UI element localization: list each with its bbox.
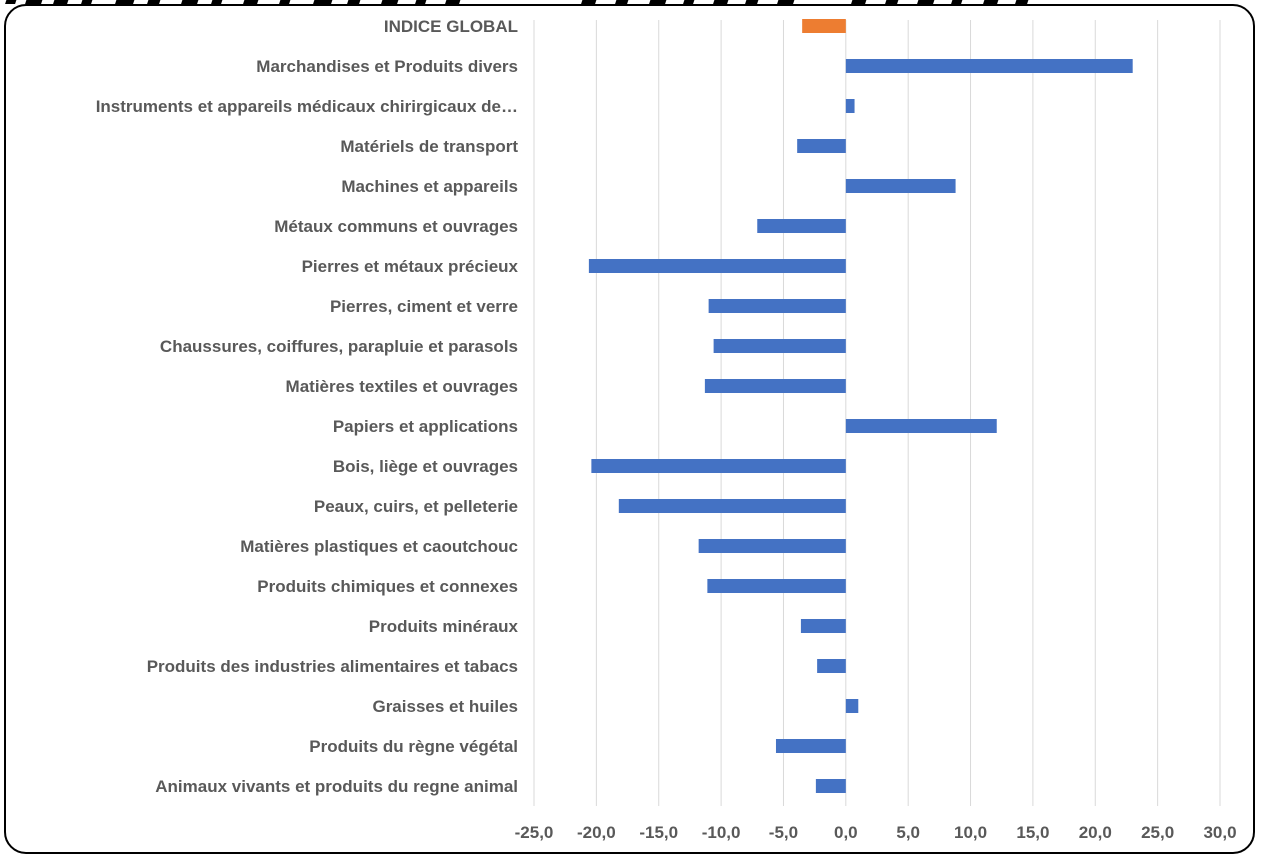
x-tick-label: 0,0 — [834, 823, 858, 842]
x-tick-label: -25,0 — [515, 823, 554, 842]
category-label: Pierres et métaux précieux — [302, 257, 519, 276]
x-axis-tick-labels: -25,0 -20,0 -15,0 -10,0 -5,0 0,0 5,0 10,0 15,0 20… — [515, 823, 1237, 842]
category-label: Matériels de transport — [340, 137, 518, 156]
category-label: Produits minéraux — [369, 617, 519, 636]
category-label: Animaux vivants et produits du regne ani… — [155, 777, 518, 796]
bar — [800, 619, 846, 633]
category-label: Matières textiles et ouvrages — [286, 377, 518, 396]
bar — [707, 579, 846, 593]
x-tick-label: -15,0 — [639, 823, 678, 842]
bar — [588, 259, 846, 273]
bar — [817, 659, 846, 673]
category-label: Machines et appareils — [341, 177, 518, 196]
bar — [708, 299, 846, 313]
chart-frame: INDICE GLOBAL Marchandises et Produits di… — [4, 4, 1255, 854]
bar — [713, 339, 846, 353]
x-tick-label: 30,0 — [1203, 823, 1236, 842]
bar — [845, 179, 956, 193]
x-tick-label: 20,0 — [1079, 823, 1112, 842]
bar — [845, 59, 1133, 73]
category-label: Produits chimiques et connexes — [257, 577, 518, 596]
category-label: Chaussures, coiffures, parapluie et para… — [160, 337, 518, 356]
x-tick-label: -20,0 — [577, 823, 616, 842]
bar — [757, 219, 846, 233]
category-label: Papiers et applications — [333, 417, 518, 436]
bar — [591, 459, 846, 473]
bar — [698, 539, 846, 553]
category-label: Instruments et appareils médicaux chirir… — [96, 97, 518, 116]
x-tick-label: 15,0 — [1016, 823, 1049, 842]
bar — [775, 739, 846, 753]
x-tick-label: 10,0 — [954, 823, 987, 842]
category-label: Produits des industries alimentaires et … — [147, 657, 518, 676]
category-labels: INDICE GLOBAL Marchandises et Produits di… — [96, 17, 519, 796]
category-label: Graisses et huiles — [372, 697, 518, 716]
category-label: Bois, liège et ouvrages — [333, 457, 518, 476]
bar — [845, 419, 997, 433]
bar-indice-global — [802, 19, 846, 33]
bar — [845, 699, 859, 713]
bar-chart: INDICE GLOBAL Marchandises et Produits di… — [96, 17, 1237, 842]
category-label: Marchandises et Produits divers — [256, 57, 518, 76]
bar — [845, 99, 855, 113]
category-label: Produits du règne végétal — [309, 737, 518, 756]
bar — [704, 379, 846, 393]
bar — [815, 779, 846, 793]
x-tick-label: 25,0 — [1141, 823, 1174, 842]
bar — [797, 139, 846, 153]
category-label: Métaux communs et ouvrages — [274, 217, 518, 236]
gridlines — [533, 20, 1221, 806]
category-label: Pierres, ciment et verre — [330, 297, 518, 316]
category-label: INDICE GLOBAL — [384, 17, 518, 36]
x-tick-label: -5,0 — [769, 823, 798, 842]
category-label: Peaux, cuirs, et pelleterie — [314, 497, 518, 516]
x-tick-label: 5,0 — [896, 823, 920, 842]
bars — [588, 19, 1133, 793]
category-label: Matières plastiques et caoutchouc — [240, 537, 518, 556]
bar — [618, 499, 846, 513]
x-tick-label: -10,0 — [702, 823, 741, 842]
